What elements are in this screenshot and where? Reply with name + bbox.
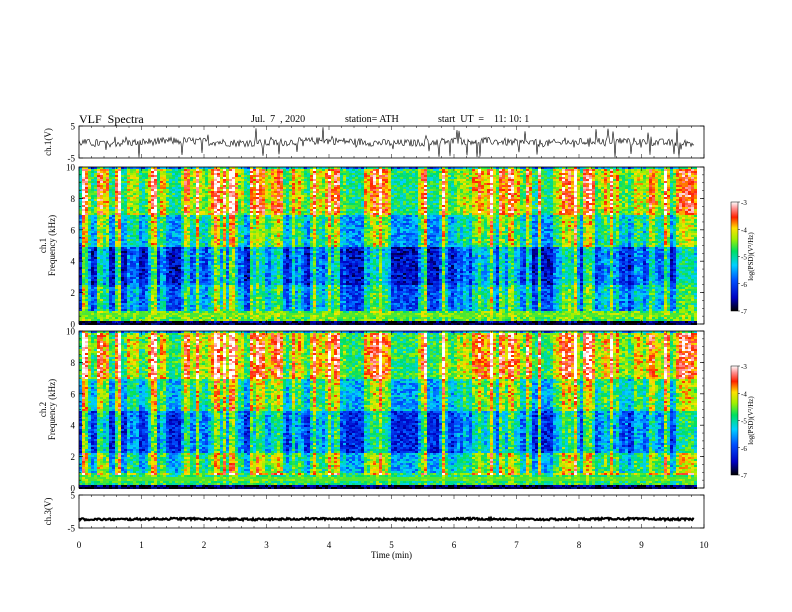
y-tick-label: 0 (71, 320, 76, 330)
colorbar-tick-label: -4 (741, 390, 747, 398)
x-tick-label: 5 (389, 540, 394, 550)
colorbar-gradient (730, 201, 739, 312)
y-axis-label: Frequency (kHz) (47, 379, 57, 440)
colorbar-label: log(PSD)(V²/Hz) (747, 232, 755, 281)
x-axis-label: Time (min) (371, 550, 412, 560)
y-axis-label: Frequency (kHz) (47, 215, 57, 276)
ch3-waveform-panel: 5 -5 ch.3(V) (43, 491, 705, 534)
x-tick-label: 9 (639, 540, 644, 550)
y-tick-label: 10 (66, 163, 76, 173)
colorbar-tick-label: -7 (741, 472, 747, 480)
y-tick-label: -5 (68, 154, 76, 164)
y-axis-label: ch.1(V) (43, 128, 53, 156)
x-tick-label: 6 (452, 540, 457, 550)
y-tick-label: 2 (71, 452, 76, 462)
y-tick-label: 6 (71, 389, 76, 399)
colorbar-label: log(PSD)(V²/Hz) (747, 396, 755, 445)
y-tick-label: 5 (71, 122, 76, 132)
x-tick-label: 1 (139, 540, 144, 550)
colorbar-tick-label: -6 (741, 445, 747, 453)
colorbar-tick-label: -5 (741, 254, 747, 262)
colorbar-tick-label: -7 (741, 308, 747, 316)
y-axis-label: ch.1 (38, 238, 48, 253)
colorbar-tick-label: -4 (741, 226, 747, 234)
ch2-spectrogram-panel: 0 2 4 6 8 10 ch.2 Frequency (kHz) -3 -4 -5 -6 -7 log(… (38, 327, 755, 494)
ch1-waveform-frame (78, 125, 705, 159)
colorbar-gradient (730, 365, 739, 476)
y-tick-label: 4 (71, 421, 76, 431)
ch1-spectrogram-panel: 0 2 4 6 8 10 ch.1 Frequency (kHz) -3 -4 -5 -6 -7 log(… (38, 163, 755, 330)
y-tick-label: -5 (68, 524, 76, 534)
start-time-label: start UT = 11: 10: 1 (438, 114, 529, 125)
ch1-waveform-line (78, 127, 695, 158)
y-tick-label: 10 (66, 327, 76, 337)
x-tick-label: 8 (577, 540, 582, 550)
y-tick-label: 4 (71, 257, 76, 267)
colorbar-tick-label: -6 (741, 281, 747, 289)
x-tick-label: 10 (700, 540, 710, 550)
date-label: Jul. 7 , 2020 (251, 114, 305, 125)
ch1-waveform-panel: 5 -5 ch.1(V) (43, 122, 705, 164)
colorbar-tick-label: -3 (741, 363, 747, 371)
colorbar-tick-label: -3 (741, 199, 747, 207)
ch1-spectrogram-colorbar: -3 -4 -5 -6 -7 log(PSD)(V²/Hz) (730, 199, 755, 316)
figure-title: VLF Spectra (79, 112, 144, 127)
x-tick-label: 2 (202, 540, 207, 550)
ch1-spectrogram-cells (79, 167, 697, 325)
x-tick-label: 7 (514, 540, 519, 550)
colorbar-tick-label: -5 (741, 418, 747, 426)
y-axis-label: ch.2 (38, 402, 48, 417)
y-tick-label: 8 (71, 358, 76, 368)
y-tick-label: 2 (71, 288, 76, 298)
ch3-waveform-frame (78, 494, 705, 529)
x-tick-label: 4 (327, 540, 332, 550)
ch2-spectrogram-cells (79, 331, 697, 489)
y-tick-label: 0 (71, 484, 76, 494)
y-tick-label: 5 (71, 491, 76, 501)
x-tick-label: 3 (264, 540, 269, 550)
y-axis-label: ch.3(V) (43, 498, 53, 526)
station-label: station= ATH (345, 114, 399, 125)
y-tick-label: 8 (71, 194, 76, 204)
ch2-spectrogram-colorbar: -3 -4 -5 -6 -7 log(PSD)(V²/Hz) (730, 363, 755, 480)
y-tick-label: 6 (71, 225, 76, 235)
x-tick-label: 0 (77, 540, 82, 550)
ch3-waveform-line (78, 515, 695, 523)
